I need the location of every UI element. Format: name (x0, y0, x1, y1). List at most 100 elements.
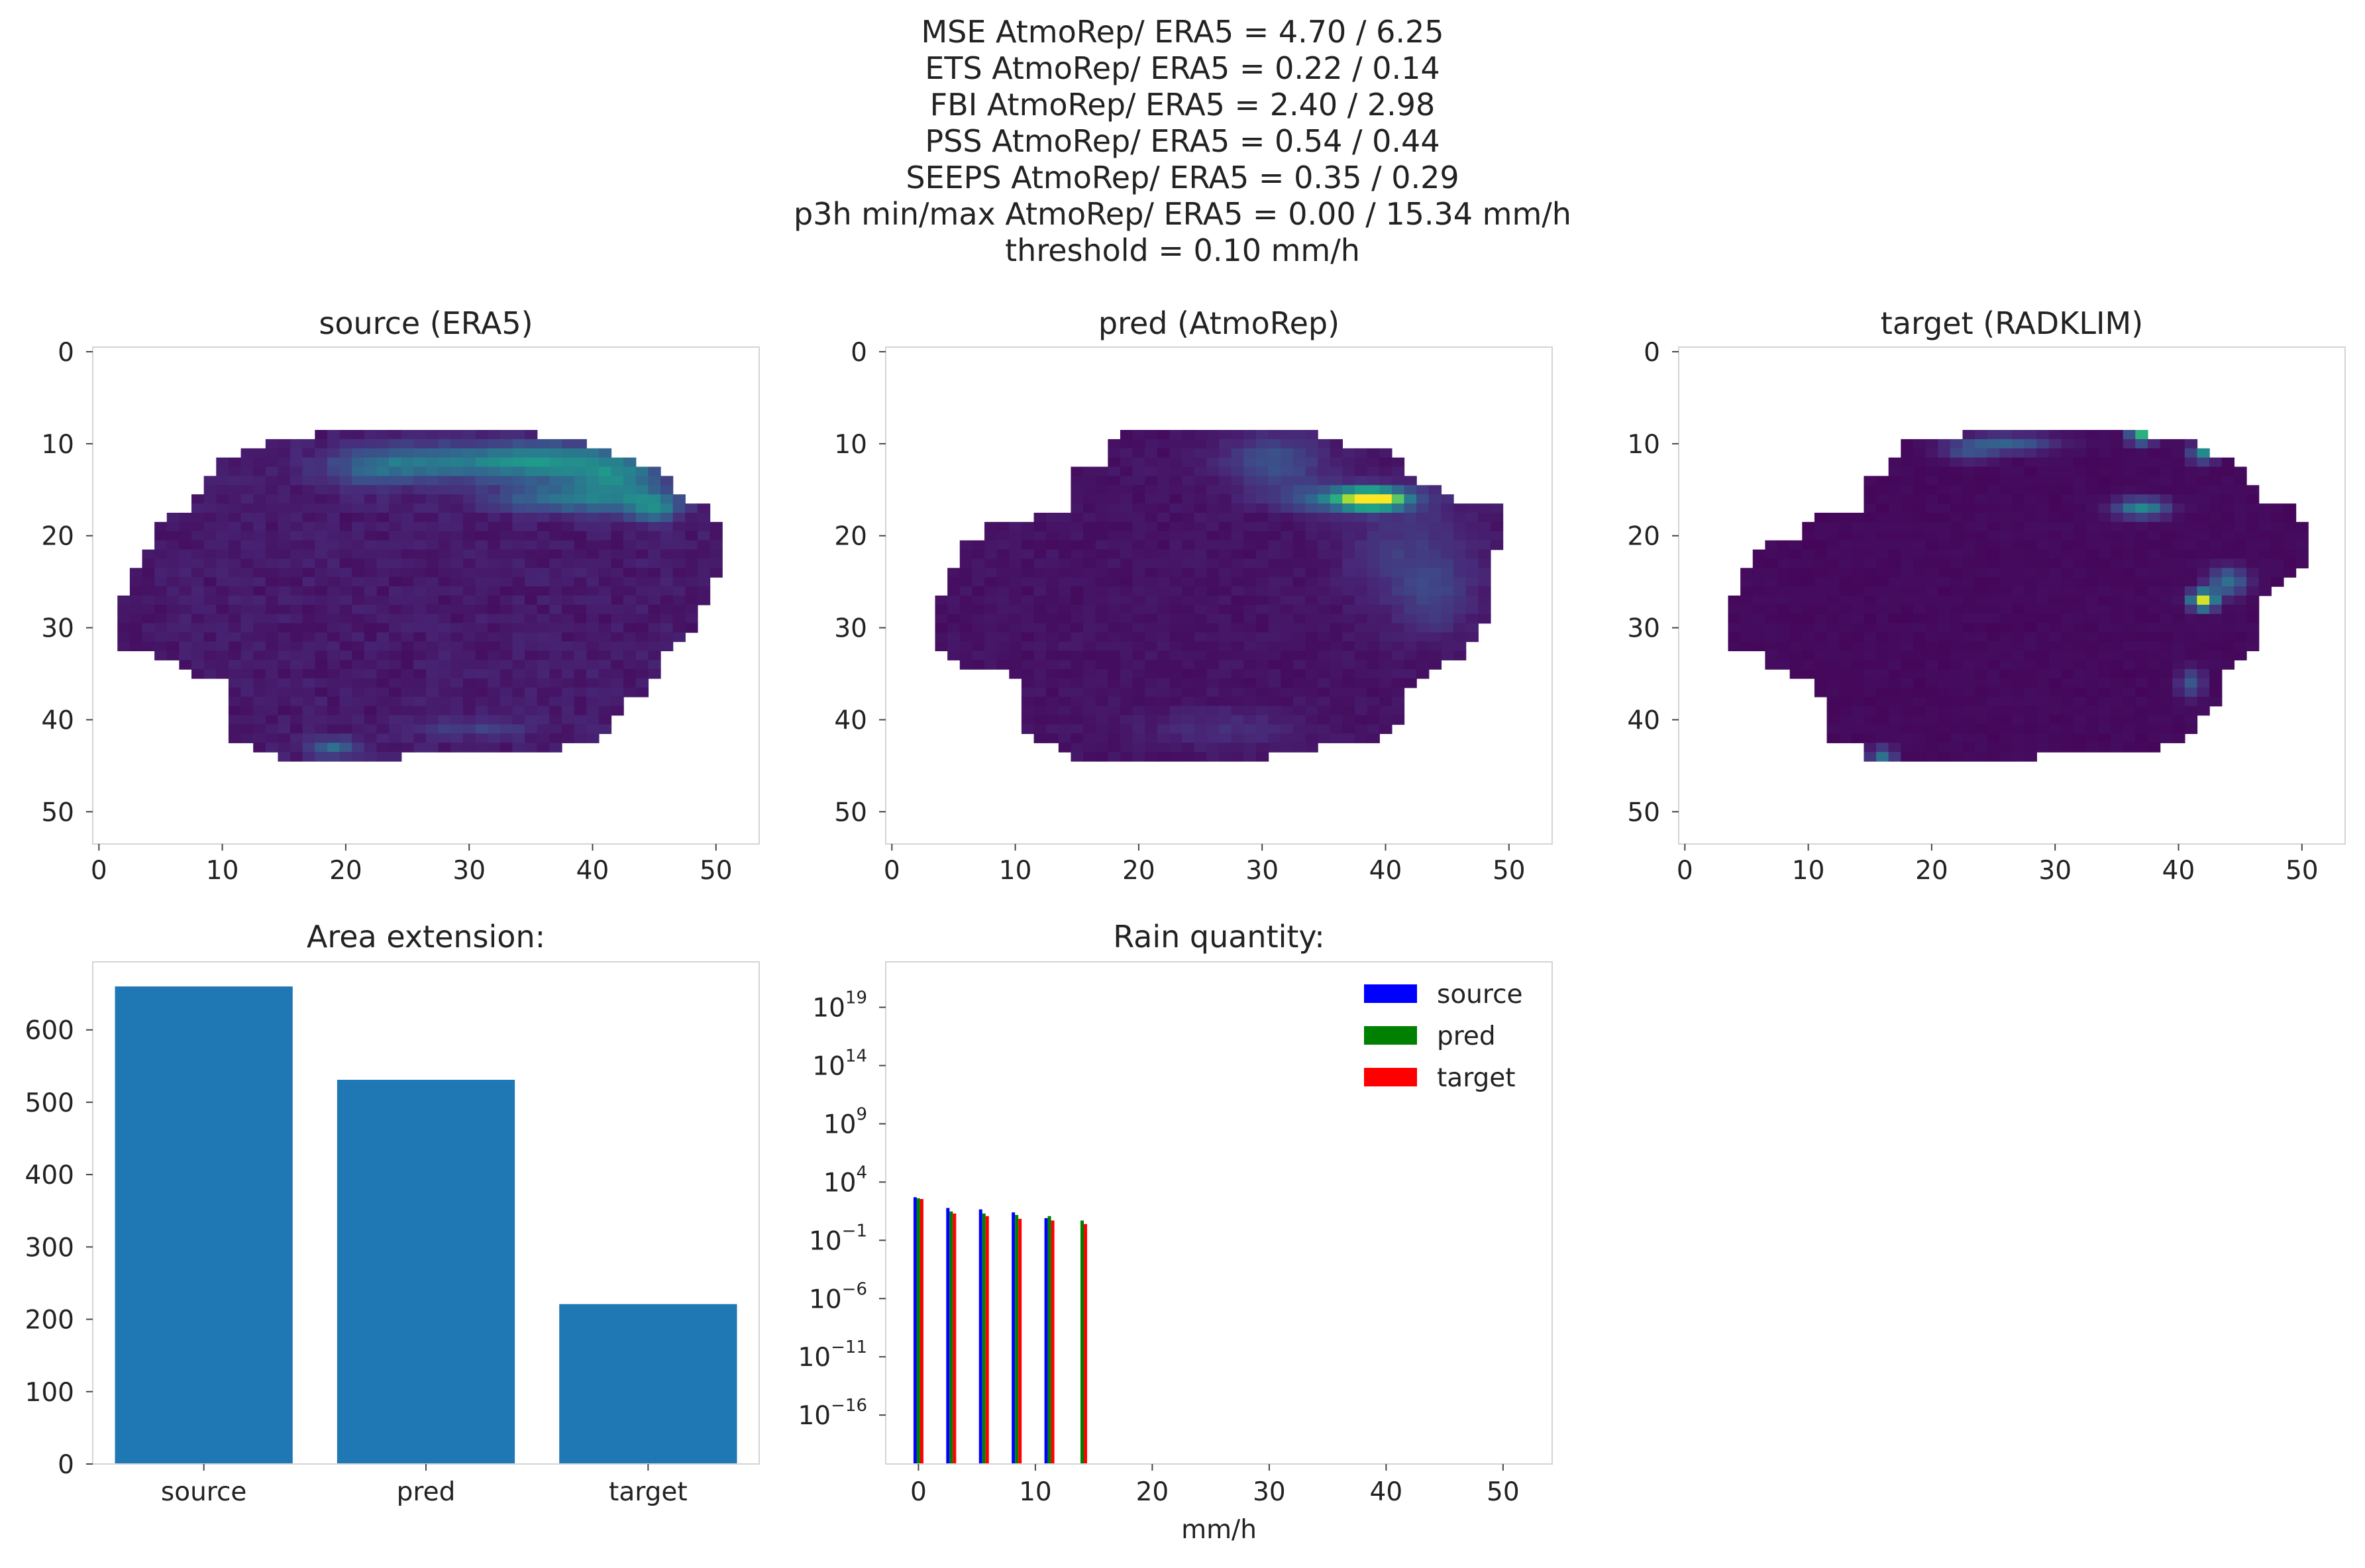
heatmap-cell (129, 596, 143, 605)
heatmap-cell (972, 568, 985, 578)
heatmap-cell (1145, 687, 1158, 698)
legend-label: pred (1437, 1021, 1496, 1051)
heatmap-cell (1441, 596, 1454, 605)
heatmap-cell (1292, 613, 1306, 624)
heatmap-cell (302, 660, 316, 670)
heatmap-cell (1120, 503, 1133, 513)
heatmap-cell (672, 494, 686, 504)
heatmap-cell (302, 687, 316, 698)
heatmap-cell (1021, 623, 1035, 633)
heatmap-cell (1478, 586, 1491, 596)
heatmap-cell (1194, 596, 1208, 605)
heatmap-cell (2048, 549, 2062, 560)
y-tick-label: 0 (58, 338, 74, 368)
heatmap-cell (574, 558, 587, 569)
y-tick-exponent: −6 (842, 1279, 867, 1299)
heatmap-cell (2184, 596, 2198, 605)
heatmap-cell (1009, 660, 1022, 670)
heatmap-cell (475, 706, 488, 716)
heatmap-cell (1083, 476, 1096, 486)
heatmap-cell (1169, 641, 1182, 652)
heatmap-cell (376, 430, 390, 440)
heatmap-cell (1095, 752, 1109, 762)
heatmap-cell (1169, 521, 1182, 532)
y-tick-base: 10 (809, 1226, 842, 1256)
heatmap-cell (2074, 651, 2087, 660)
heatmap-cell (499, 521, 513, 532)
heatmap-cell (1206, 660, 1220, 670)
heatmap-cell (426, 586, 439, 596)
heatmap-cell (2024, 577, 2037, 587)
heatmap-cell (1826, 715, 1840, 725)
heatmap-cell (2184, 669, 2198, 679)
heatmap-cell (488, 503, 501, 513)
heatmap-cell (660, 641, 674, 652)
heatmap-cell (1083, 549, 1096, 560)
heatmap-cell (450, 696, 464, 707)
heatmap-cell (1975, 430, 1988, 440)
heatmap-cell (1243, 485, 1257, 495)
heatmap-cell (1925, 503, 1938, 513)
heatmap-cell (1379, 706, 1393, 716)
heatmap-cell (2209, 613, 2223, 624)
heatmap-cell (1391, 623, 1405, 633)
heatmap-cell (129, 632, 143, 643)
heatmap-cell (2085, 430, 2099, 440)
heatmap-cell (1465, 613, 1479, 624)
heatmap-cell (2135, 513, 2148, 523)
heatmap-cell (228, 540, 242, 550)
heatmap-cell (2172, 687, 2185, 698)
heatmap-cell (1330, 724, 1343, 735)
heatmap-cell (438, 577, 451, 587)
heatmap-cell (1950, 540, 1964, 550)
heatmap-cell (1814, 669, 1828, 679)
heatmap-cell (352, 724, 365, 735)
heatmap-cell (1441, 540, 1454, 550)
heatmap-cell (1169, 733, 1182, 743)
heatmap-cell (2160, 577, 2173, 587)
heatmap-cell (240, 586, 254, 596)
heatmap-cell (1033, 577, 1047, 587)
heatmap-cell (947, 604, 961, 615)
heatmap-cell (2085, 513, 2099, 523)
heatmap-cell (1095, 687, 1109, 698)
heatmap-cell (1938, 457, 1951, 468)
heatmap-cell (537, 549, 550, 560)
heatmap-cell (117, 613, 131, 624)
heatmap-cell (253, 476, 266, 486)
heatmap-cell (1231, 494, 1244, 504)
heatmap-cell (499, 494, 513, 504)
heatmap-cell (537, 604, 550, 615)
heatmap-cell (648, 669, 661, 679)
heatmap-cell (2160, 604, 2173, 615)
heatmap-cell (1925, 494, 1938, 504)
heatmap-cell (1305, 448, 1318, 458)
heatmap-cell (1120, 613, 1133, 624)
heatmap-cell (1864, 669, 1877, 679)
heatmap-cell (1913, 577, 1926, 587)
heatmap-cell (1962, 613, 1975, 624)
heatmap-cell (2197, 513, 2210, 523)
heatmap-cell (1095, 623, 1109, 633)
heatmap-cell (525, 724, 538, 735)
heatmap-cell (166, 558, 180, 569)
heatmap-cell (228, 568, 242, 578)
heatmap-cell (611, 586, 624, 596)
heatmap-cell (499, 448, 513, 458)
y-tick-label: 40 (1627, 706, 1660, 736)
heatmap-cell (512, 549, 525, 560)
heatmap-cell (2098, 706, 2111, 716)
heatmap-cell (1888, 651, 1902, 660)
heatmap-cell (1108, 696, 1121, 707)
heatmap-cell (1913, 531, 1926, 541)
heatmap-cell (2048, 430, 2062, 440)
heatmap-cell (1913, 439, 1926, 449)
heatmap-cell (2135, 632, 2148, 643)
heatmap-cell (1777, 623, 1791, 633)
heatmap-cell (179, 521, 192, 532)
heatmap-cell (228, 660, 242, 670)
heatmap-cell (1255, 503, 1269, 513)
heatmap-cell (1206, 604, 1220, 615)
heatmap-cell (1404, 568, 1417, 578)
heatmap-cell (228, 715, 242, 725)
